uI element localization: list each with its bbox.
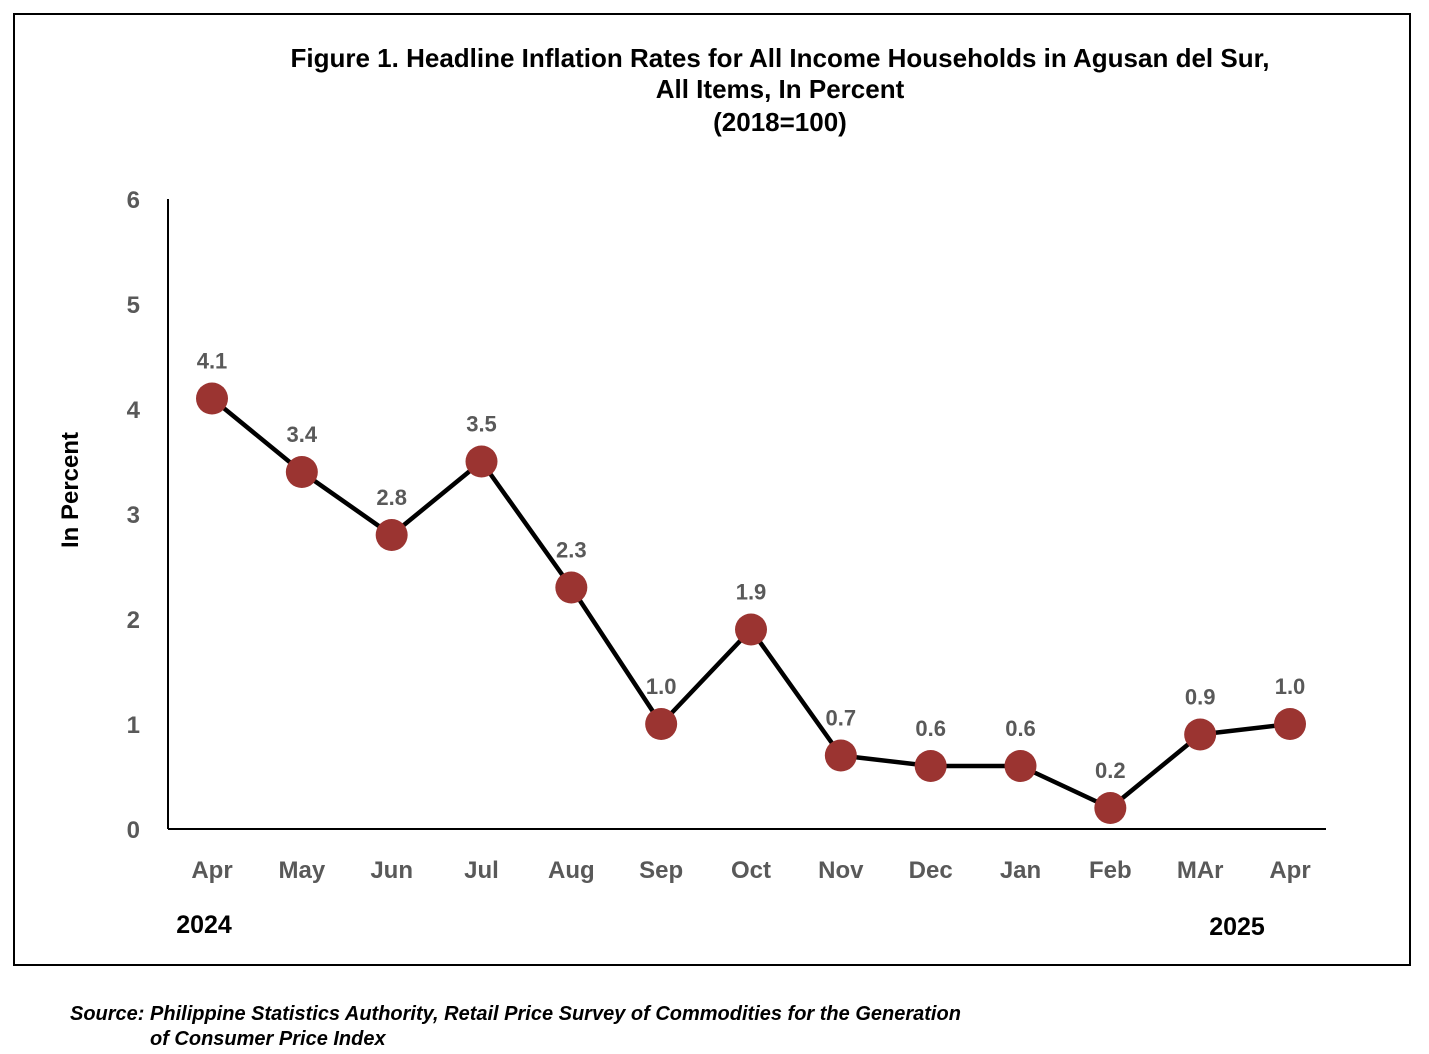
data-point-marker	[914, 750, 947, 782]
source-line-1: Source: Philippine Statistics Authority,…	[70, 1003, 961, 1025]
x-tick-label: Oct	[731, 857, 771, 884]
year-label-2025: 2025	[1209, 913, 1265, 941]
data-point-marker	[1184, 718, 1217, 751]
data-value-label: 1.0	[1275, 674, 1306, 699]
data-point-marker	[1094, 792, 1127, 824]
data-point-marker	[465, 445, 498, 478]
data-value-label: 3.5	[466, 412, 497, 437]
data-point-marker	[285, 456, 318, 488]
y-tick-label: 6	[127, 187, 140, 214]
x-tick-label: Feb	[1089, 857, 1132, 884]
data-value-label: 2.8	[376, 485, 407, 510]
y-tick-label: 5	[127, 292, 140, 319]
y-tick-label: 4	[127, 397, 141, 424]
data-point-marker	[645, 708, 678, 740]
data-value-label: 0.2	[1095, 758, 1126, 783]
y-tick-label: 1	[127, 712, 140, 739]
data-value-label: 0.6	[1005, 716, 1036, 741]
x-tick-label: Apr	[191, 857, 232, 884]
y-tick-label: 2	[127, 607, 140, 634]
data-value-label: 3.4	[287, 422, 318, 447]
data-point-marker	[555, 571, 588, 604]
data-value-label: 0.9	[1185, 685, 1216, 710]
data-point-marker	[1274, 708, 1306, 740]
data-value-label: 1.0	[646, 674, 677, 699]
x-tick-label: MAr	[1177, 857, 1224, 884]
data-value-label: 2.3	[556, 538, 587, 563]
chart-title-line-2: All Items, In Percent	[655, 74, 905, 104]
data-value-label: 0.6	[915, 716, 946, 741]
x-tick-label: Jan	[1000, 857, 1041, 884]
data-point-marker	[196, 382, 228, 415]
x-tick-label: Nov	[818, 857, 864, 884]
data-point-marker	[735, 613, 767, 646]
x-tick-label: Aug	[548, 857, 595, 884]
year-label-2024: 2024	[176, 911, 232, 939]
data-point-marker	[824, 739, 857, 772]
y-tick-label: 3	[127, 502, 140, 529]
y-axis-title: In Percent	[57, 432, 84, 548]
chart-subtitle: (2018=100)	[713, 107, 847, 137]
x-tick-label: Sep	[639, 857, 683, 884]
chart-title: Figure 1. Headline Inflation Rates for A…	[290, 43, 1270, 73]
data-value-label: 4.1	[197, 349, 228, 374]
inflation-line-chart: In Percent 0 1 2 3 4 5 6 Apr May Jun Jul Aug Sep Oct…	[57, 187, 1326, 941]
source-line-2: of Consumer Price Index	[150, 1028, 386, 1050]
x-tick-label: May	[278, 857, 325, 884]
data-value-label: 0.7	[826, 706, 857, 731]
x-tick-label: Dec	[909, 857, 953, 884]
x-tick-label: Apr	[1269, 857, 1310, 884]
data-point-marker	[1004, 750, 1037, 782]
x-tick-label: Jun	[370, 857, 413, 884]
y-tick-label: 0	[127, 817, 140, 844]
x-tick-label: Jul	[464, 857, 499, 884]
data-point-marker	[375, 519, 408, 551]
data-value-label: 1.9	[736, 580, 767, 605]
chart-frame	[13, 13, 1411, 966]
